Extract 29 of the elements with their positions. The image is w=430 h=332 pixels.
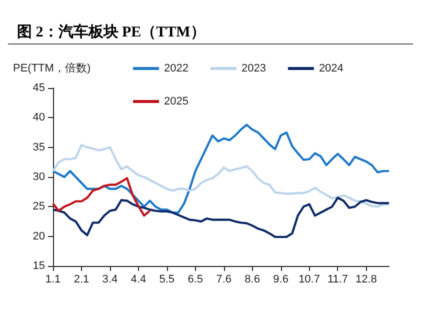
y-axis-title: PE(TTM，倍数)	[13, 62, 91, 74]
x-tick-label: 2.1	[74, 274, 90, 286]
x-tick-label: 10.7	[298, 274, 320, 286]
legend-label: 2022	[164, 62, 188, 74]
x-tick-label: 4.4	[130, 274, 146, 286]
x-tick-label: 9.6	[273, 274, 288, 286]
y-tick-label: 40	[32, 112, 45, 124]
x-tick-label: 11.7	[327, 274, 348, 286]
legend-label: 2023	[241, 62, 266, 74]
y-tick-label: 35	[32, 141, 45, 154]
line-series	[52, 144, 390, 208]
line-series	[52, 196, 390, 238]
y-tick-label: 45	[32, 82, 45, 94]
y-tick-label: 15	[32, 260, 45, 272]
chart-title: 图 2：汽车板块 PE（TTM）	[17, 22, 206, 40]
x-tick-label: 1.1	[45, 274, 61, 286]
x-tick-label: 7.6	[216, 274, 232, 286]
x-tick-label: 6.5	[188, 274, 204, 286]
y-tick-label: 30	[32, 171, 45, 183]
line-series	[52, 124, 390, 214]
y-tick-label: 25	[32, 200, 45, 213]
y-tick-label: 20	[32, 230, 45, 242]
line-series	[52, 177, 151, 217]
x-tick-label: 8.6	[244, 274, 260, 286]
legend-label: 2024	[318, 62, 344, 74]
legend-label: 2025	[164, 96, 188, 108]
x-tick-label: 5.5	[159, 274, 175, 286]
x-tick-label: 12.8	[356, 274, 377, 286]
x-tick-label: 3.4	[102, 274, 118, 286]
